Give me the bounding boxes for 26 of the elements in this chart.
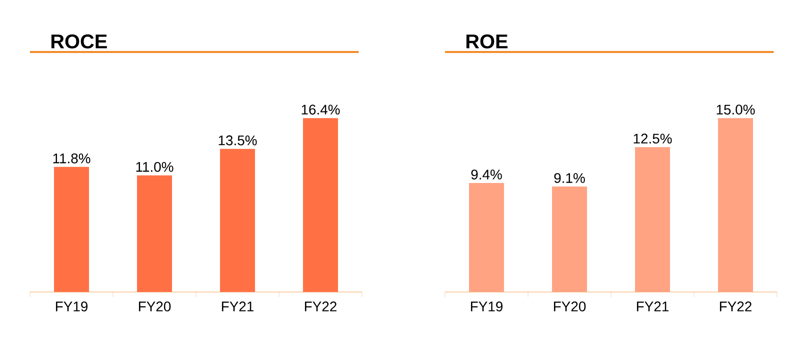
data-label: 11.0% xyxy=(136,162,174,172)
x-tick-label: FY20 xyxy=(554,302,586,312)
bar xyxy=(303,118,338,292)
data-label: 13.5% xyxy=(218,135,257,146)
data-label: 9.1% xyxy=(554,173,585,183)
chart-title: ROE xyxy=(466,34,508,48)
x-tick-label: FY21 xyxy=(636,302,668,312)
bar xyxy=(552,186,588,292)
data-label: 16.4% xyxy=(302,104,340,115)
x-tick-label: FY22 xyxy=(304,302,336,312)
bar xyxy=(635,147,670,292)
bar xyxy=(718,118,754,292)
data-label: 9.4% xyxy=(471,170,502,180)
x-tick-label: FY21 xyxy=(222,302,254,312)
x-tick-label: FY19 xyxy=(56,302,88,312)
data-label: 12.5% xyxy=(634,134,672,144)
x-tick-label: FY20 xyxy=(138,302,171,312)
data-label: 11.8% xyxy=(53,153,90,164)
x-tick-label: FY22 xyxy=(720,302,752,312)
chart-title: ROCE xyxy=(51,34,107,48)
bar xyxy=(469,183,504,292)
bar xyxy=(137,175,172,292)
data-label: 15.0% xyxy=(716,104,755,115)
x-tick-label: FY19 xyxy=(470,302,503,312)
bar xyxy=(220,148,256,292)
bar xyxy=(54,166,90,292)
